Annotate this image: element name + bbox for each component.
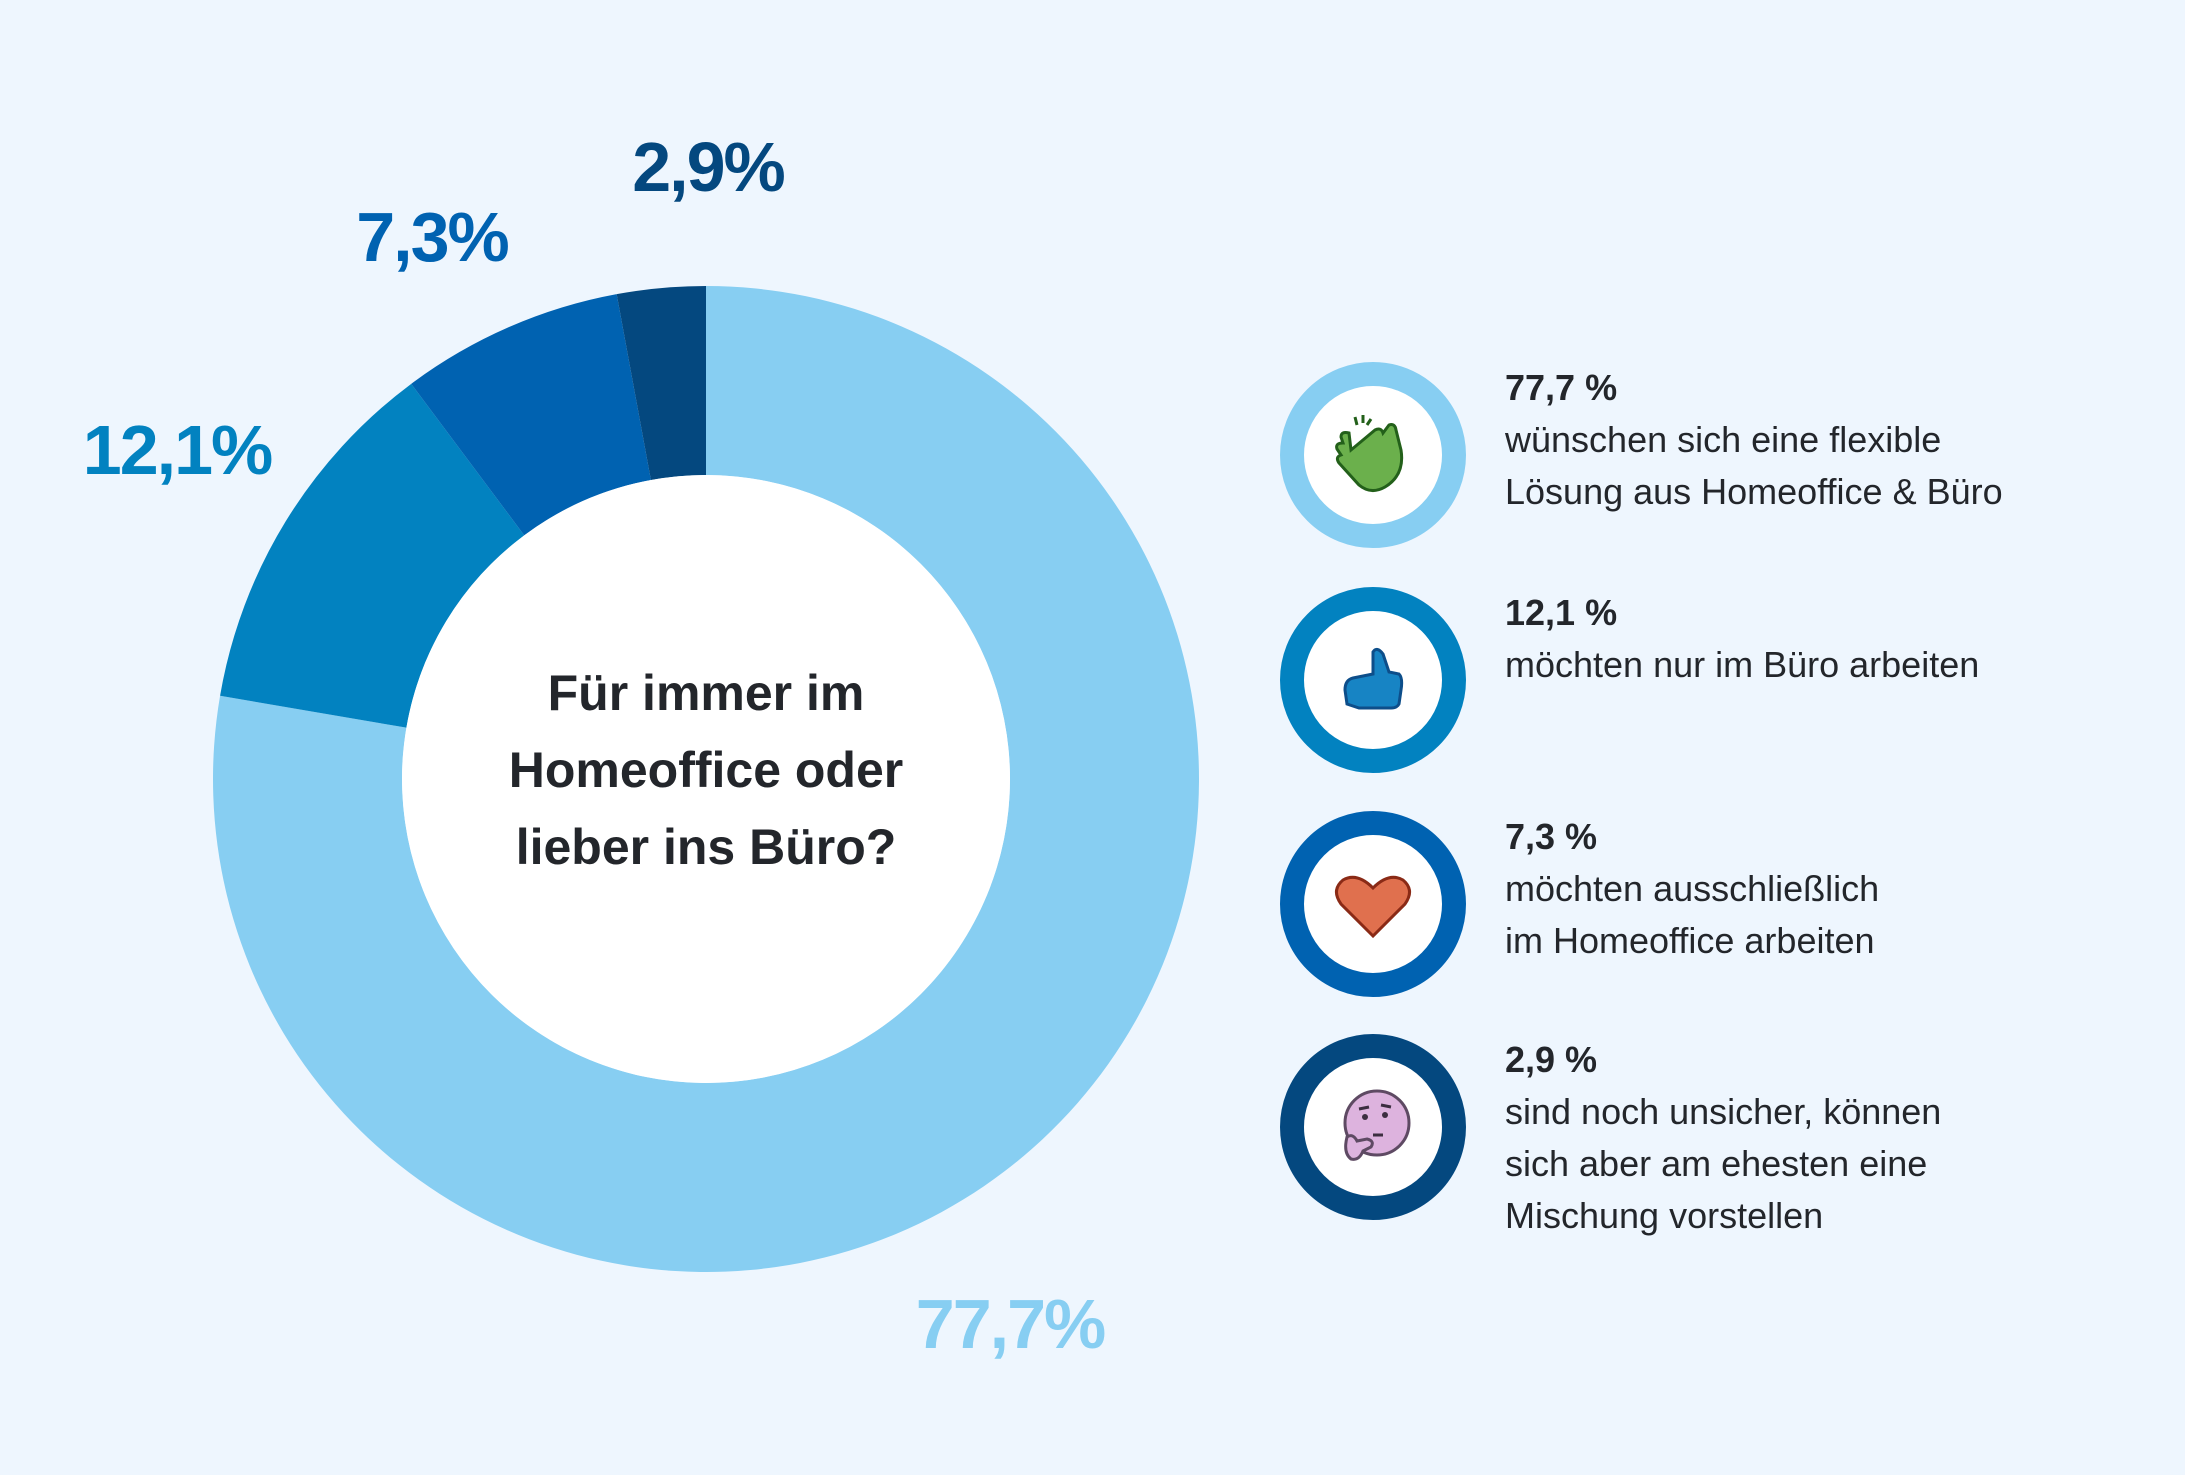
legend-text: 2,9 % sind noch unsicher, können sich ab… — [1505, 1034, 1941, 1242]
legend-line: sind noch unsicher, können — [1505, 1091, 1942, 1132]
legend-percent: 77,7 % — [1505, 367, 1618, 408]
data-label-2-9: 2,9% — [632, 128, 786, 206]
legend-line: möchten ausschließlich — [1505, 868, 1880, 909]
center-title: Für immer im Homeoffice oder lieber ins … — [406, 655, 1006, 886]
clapping-hands-icon — [1335, 415, 1404, 492]
donut-hole — [402, 475, 1010, 1083]
legend-text: 77,7 % wünschen sich eine flexible Lösun… — [1505, 362, 2003, 518]
legend-ring — [1280, 587, 1466, 773]
legend-ring — [1280, 1034, 1466, 1220]
legend-text: 7,3 % möchten ausschließlich im Homeoffi… — [1505, 811, 1879, 967]
legend-line: sich aber am ehesten eine — [1505, 1143, 1928, 1184]
data-label-7-3: 7,3% — [356, 198, 510, 276]
center-title-line: lieber ins Büro? — [515, 819, 897, 875]
donut-slice-3 — [616, 286, 706, 481]
heart-icon — [1335, 875, 1411, 939]
legend-line: im Homeoffice arbeiten — [1505, 920, 1875, 961]
donut-slice-0 — [213, 286, 1199, 1273]
center-title-line: Für immer im — [547, 665, 865, 721]
legend-percent: 12,1 % — [1505, 592, 1618, 633]
legend-ring — [1280, 811, 1466, 997]
legend-ring — [1280, 362, 1466, 548]
donut-slice-1 — [220, 383, 525, 728]
legend-percent: 7,3 % — [1505, 816, 1598, 857]
legend-text: 12,1 % möchten nur im Büro arbeiten — [1505, 587, 1979, 691]
data-label-77-7: 77,7% — [915, 1285, 1106, 1363]
thumbs-up-icon — [1343, 647, 1404, 710]
data-label-12-1: 12,1% — [82, 411, 273, 489]
legend-line: möchten nur im Büro arbeiten — [1505, 644, 1980, 685]
legend-line: Lösung aus Homeoffice & Büro — [1505, 471, 2003, 512]
legend-line: wünschen sich eine flexible — [1505, 419, 1942, 460]
thinking-face-icon — [1343, 1089, 1411, 1161]
center-title-line: Homeoffice oder — [508, 742, 904, 798]
donut-slice-2 — [411, 294, 651, 536]
legend-percent: 2,9 % — [1505, 1039, 1598, 1080]
legend-line: Mischung vorstellen — [1505, 1195, 1824, 1236]
